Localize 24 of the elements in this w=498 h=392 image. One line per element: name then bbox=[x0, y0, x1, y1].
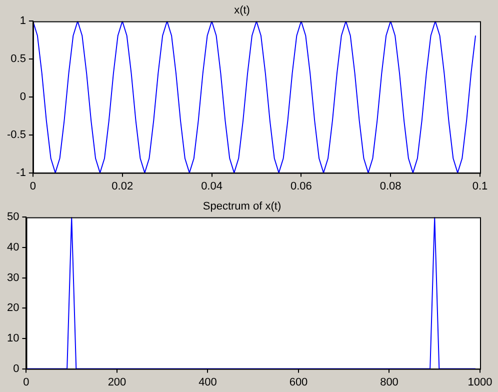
y-tick-label: 0 bbox=[13, 362, 20, 375]
x-tick-label: 0.08 bbox=[380, 180, 402, 192]
y-tick-label: 30 bbox=[6, 272, 20, 284]
y-tick-label: 50 bbox=[6, 211, 20, 224]
x-tick-label: 1000 bbox=[468, 376, 492, 388]
y-tick-label: 0.5 bbox=[10, 53, 26, 66]
y-tick-label: 20 bbox=[6, 302, 20, 314]
chart-title: x(t) bbox=[234, 4, 250, 17]
x-tick-label: 400 bbox=[198, 376, 217, 388]
y-tick-label: 0 bbox=[20, 91, 26, 104]
x-tick-label: 0.1 bbox=[472, 180, 488, 192]
x-tick-label: 0.02 bbox=[112, 180, 134, 192]
x-tick-label: 0.06 bbox=[290, 180, 312, 192]
chart-title: Spectrum of x(t) bbox=[202, 200, 282, 213]
y-tick-label: 40 bbox=[6, 242, 20, 254]
x-tick-label: 200 bbox=[108, 376, 126, 388]
y-tick-label: 1 bbox=[20, 15, 26, 28]
y-tick-label: 10 bbox=[6, 332, 20, 345]
x-tick-label: 800 bbox=[380, 376, 398, 388]
y-tick-label: -1 bbox=[16, 166, 26, 179]
x-tick-label: 0.04 bbox=[201, 180, 222, 192]
y-tick-label: -0.5 bbox=[6, 128, 26, 141]
x-tick-label: 600 bbox=[289, 376, 308, 388]
x-tick-label: 0 bbox=[30, 180, 36, 192]
